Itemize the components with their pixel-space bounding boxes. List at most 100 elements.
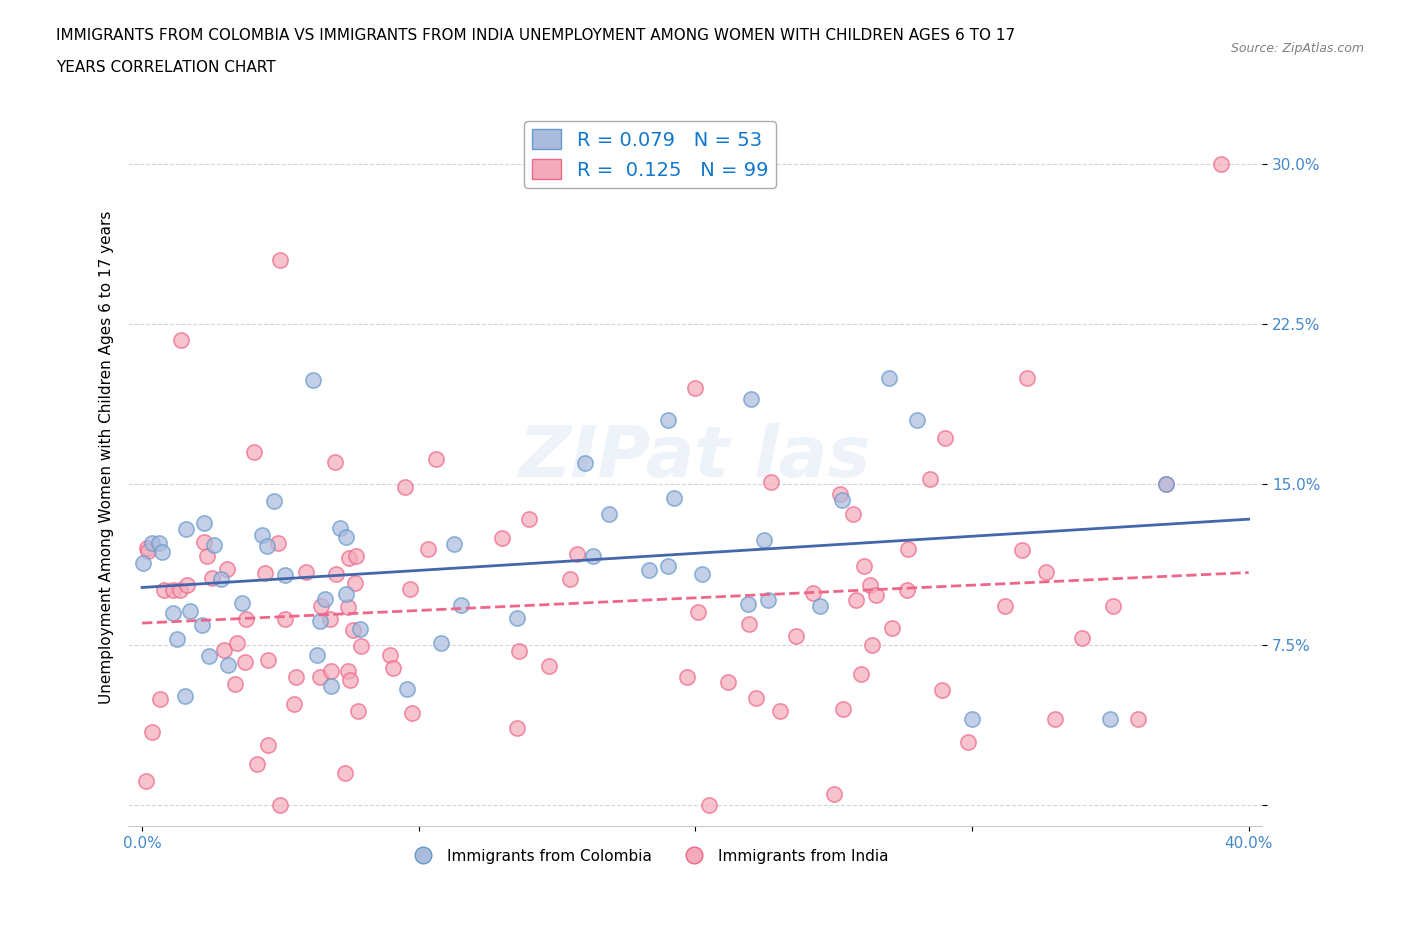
Point [274, 612, 297, 627]
Point [380, 647, 402, 662]
Point [565, 547, 588, 562]
Point [149, 692, 172, 707]
Point [152, 583, 174, 598]
Point [217, 658, 239, 672]
Point [337, 550, 360, 565]
Point [339, 673, 361, 688]
Point [506, 610, 529, 625]
Point [350, 638, 373, 653]
Point [845, 592, 868, 607]
Point [425, 452, 447, 467]
Text: Source: ZipAtlas.com: Source: ZipAtlas.com [1230, 42, 1364, 55]
Point [657, 413, 679, 428]
Point [141, 536, 163, 551]
Point [1043, 711, 1066, 726]
Point [329, 521, 352, 536]
Point [752, 533, 775, 548]
Point [865, 587, 887, 602]
Point [344, 576, 367, 591]
Point [150, 544, 173, 559]
Point [745, 691, 768, 706]
Point [740, 392, 762, 406]
Point [176, 578, 198, 592]
Point [233, 654, 256, 669]
Point [269, 797, 291, 812]
Point [690, 566, 713, 581]
Point [269, 253, 291, 268]
Point [841, 507, 863, 522]
Point [905, 413, 928, 428]
Point [830, 486, 852, 501]
Point [638, 563, 661, 578]
Point [250, 527, 273, 542]
Point [657, 559, 679, 574]
Point [319, 611, 342, 626]
Point [325, 567, 347, 582]
Point [697, 797, 720, 812]
Point [243, 445, 266, 459]
Point [305, 647, 328, 662]
Point [1011, 542, 1033, 557]
Point [263, 494, 285, 509]
Point [664, 491, 686, 506]
Point [197, 649, 219, 664]
Point [394, 480, 416, 495]
Point [785, 629, 807, 644]
Point [896, 583, 918, 598]
Point [202, 538, 225, 552]
Point [193, 535, 215, 550]
Point [1070, 631, 1092, 645]
Point [852, 558, 875, 573]
Point [823, 787, 845, 802]
Point [336, 600, 359, 615]
Point [333, 765, 356, 780]
Point [430, 635, 453, 650]
Point [920, 472, 942, 486]
Point [267, 536, 290, 551]
Point [558, 572, 581, 587]
Y-axis label: Unemployment Among Women with Children Ages 6 to 17 years: Unemployment Among Women with Children A… [100, 211, 114, 704]
Point [860, 637, 883, 652]
Point [201, 571, 224, 586]
Text: YEARS CORRELATION CHART: YEARS CORRELATION CHART [56, 60, 276, 75]
Point [1126, 711, 1149, 726]
Point [166, 632, 188, 647]
Legend: Immigrants from Colombia, Immigrants from India: Immigrants from Colombia, Immigrants fro… [406, 843, 894, 870]
Point [134, 773, 156, 788]
Point [849, 667, 872, 682]
Point [688, 604, 710, 619]
Point [136, 541, 159, 556]
Point [337, 663, 360, 678]
Point [347, 703, 370, 718]
Point [897, 542, 920, 557]
Point [283, 697, 305, 711]
Point [309, 599, 332, 614]
Point [685, 381, 707, 396]
Point [321, 679, 343, 694]
Point [738, 617, 761, 631]
Point [598, 506, 620, 521]
Point [957, 735, 980, 750]
Point [831, 492, 853, 507]
Point [349, 621, 371, 636]
Point [319, 663, 342, 678]
Text: IMMIGRANTS FROM COLOMBIA VS IMMIGRANTS FROM INDIA UNEMPLOYMENT AMONG WOMEN WITH : IMMIGRANTS FROM COLOMBIA VS IMMIGRANTS F… [56, 28, 1015, 43]
Point [769, 703, 792, 718]
Point [401, 706, 423, 721]
Point [162, 605, 184, 620]
Point [174, 522, 197, 537]
Point [508, 643, 530, 658]
Point [193, 516, 215, 531]
Point [148, 536, 170, 551]
Point [859, 578, 882, 592]
Point [537, 658, 560, 673]
Point [191, 618, 214, 632]
Point [491, 530, 513, 545]
Point [170, 333, 193, 348]
Point [443, 537, 465, 551]
Point [877, 370, 900, 385]
Point [934, 431, 956, 445]
Point [254, 565, 277, 580]
Point [450, 598, 472, 613]
Point [342, 622, 364, 637]
